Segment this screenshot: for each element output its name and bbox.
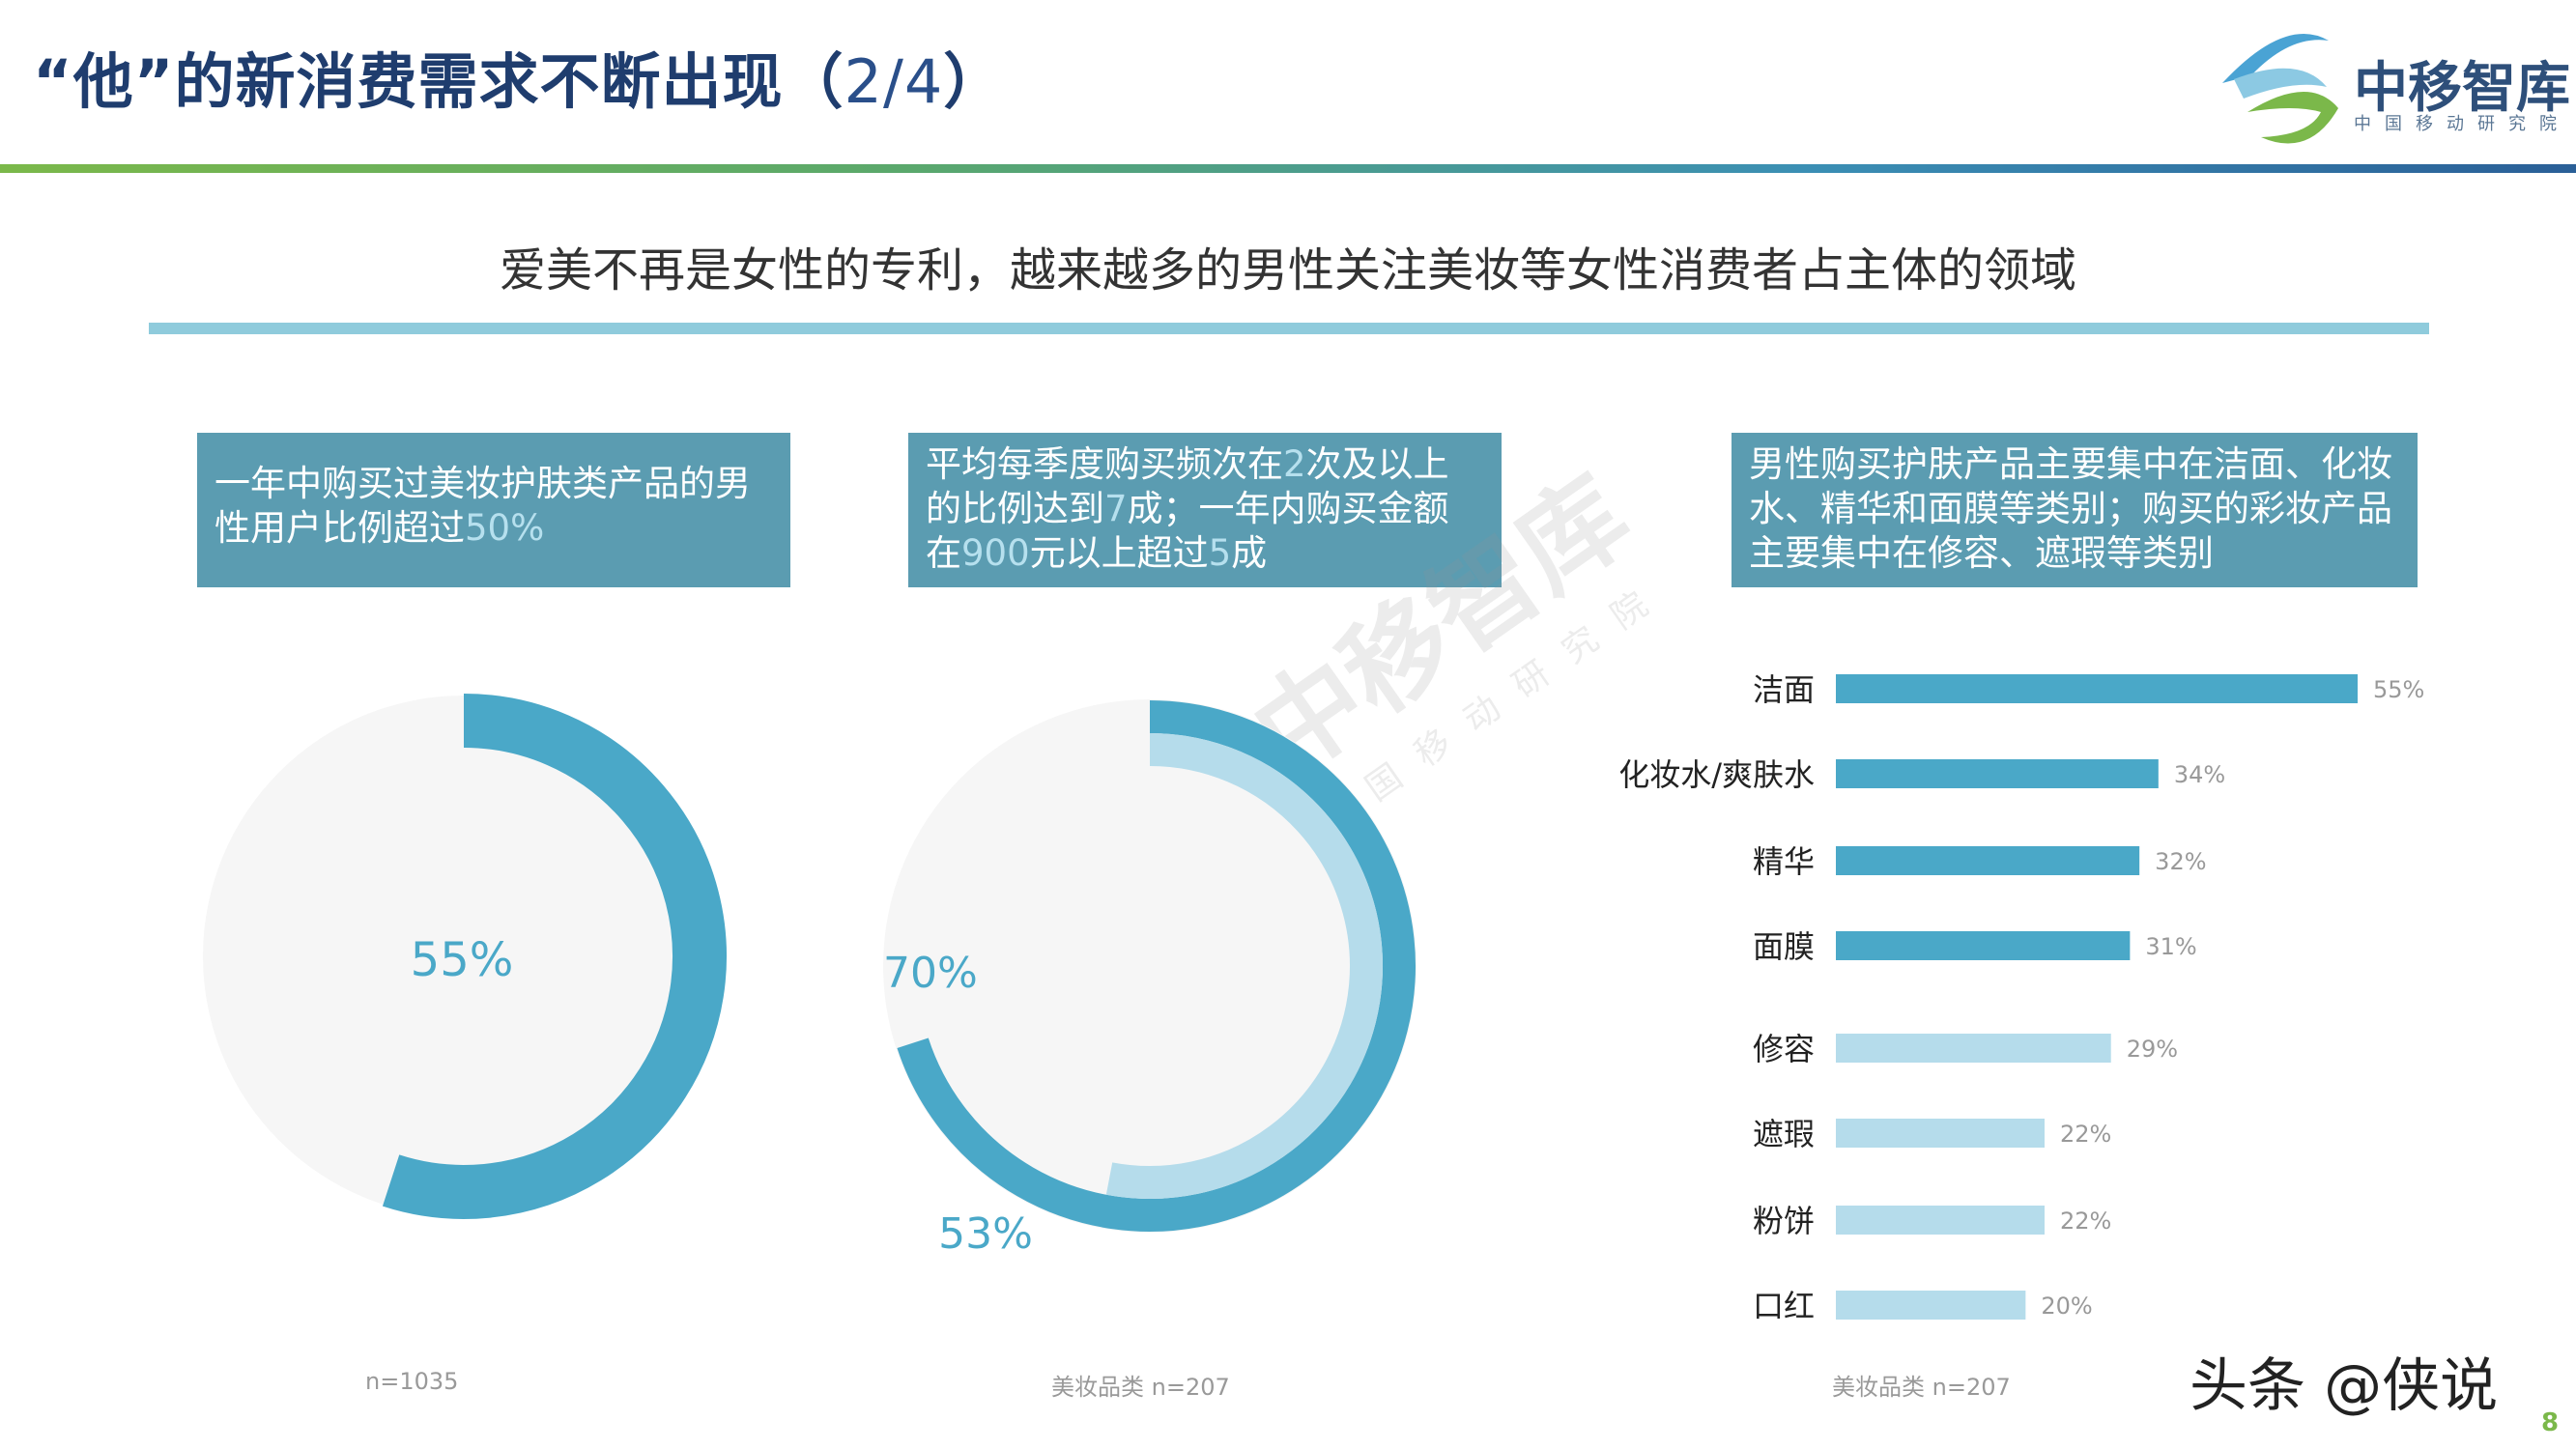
- donut-1-arc: [382, 694, 727, 1219]
- insight-box-1: 一年中购买过美妆护肤类产品的男性用户比例超过50%: [197, 433, 790, 587]
- donut-chart-1: 55%: [203, 694, 727, 1219]
- title-end: ）: [943, 46, 1005, 117]
- brand-watermark: 头条 @侠说: [2190, 1352, 2499, 1420]
- bar-category-label: 面膜: [1753, 928, 1815, 965]
- donut-2-outer-label: 70%: [883, 949, 978, 998]
- donut-1-value-label: 55%: [411, 933, 514, 987]
- page-number: 8: [2541, 1408, 2560, 1437]
- footnote-2: 美妆品类 n=207: [1051, 1374, 1230, 1401]
- insight-2-text: 平均每季度购买频次在: [926, 443, 1283, 485]
- bar-category-label: 修容: [1753, 1031, 1815, 1067]
- logo-subtitle: 中国移动研究院: [2354, 114, 2570, 134]
- bar-value-label: 31%: [2145, 933, 2196, 960]
- page-title: “他”的新消费需求不断出现（2/4）: [33, 33, 1004, 120]
- bar-value-label: 29%: [2127, 1036, 2178, 1063]
- bar-category-label: 口红: [1753, 1288, 1815, 1324]
- bar-value-label: 55%: [2373, 676, 2424, 703]
- bar-category-label: 遮瑕: [1753, 1116, 1815, 1152]
- bar-0: [1836, 674, 2358, 703]
- insight-2-text: 次及以上: [1305, 443, 1449, 485]
- bar-chart-categories: 洁面 55% 化妆水/爽肤水 34% 精华 32% 面膜 31% 修容 29% 遮瑕 22% 粉饼 22%…: [1618, 671, 2424, 1324]
- donut-2-track: [883, 699, 1417, 1233]
- insight-2-text: 成；一年内购买金额: [1127, 488, 1449, 529]
- insight-1-text: 一年中购买过美妆护肤类产品的男性用户比例超过: [215, 463, 751, 549]
- insight-2-text: 的比例达到: [926, 488, 1104, 529]
- donut-chart-2: 70% 53%: [883, 699, 1417, 1259]
- insight-2-text: 元以上超过: [1029, 532, 1209, 574]
- donut-2-inner-arc: [1105, 733, 1383, 1199]
- footnote-3: 美妆品类 n=207: [1832, 1374, 2011, 1401]
- insight-3-text: 男性购买护肤产品主要集中在洁面、化妆水、精华和面膜等类别；购买的彩妆产品主要集中…: [1749, 443, 2392, 574]
- bar-value-label: 22%: [2060, 1208, 2111, 1235]
- insight-2-number: 2: [1283, 443, 1306, 485]
- bar-category-label: 化妆水/爽肤水: [1618, 756, 1815, 793]
- bar-value-label: 32%: [2155, 848, 2206, 875]
- bar-4: [1836, 1034, 2111, 1063]
- footnote-1: n=1035: [365, 1368, 459, 1395]
- insight-2-text: 成: [1231, 532, 1268, 574]
- insight-2-text: 在: [926, 532, 961, 574]
- bar-1: [1836, 759, 2159, 788]
- donut-2-inner-label: 53%: [938, 1209, 1033, 1259]
- bar-7: [1836, 1291, 2026, 1320]
- title-page-indicator: 2/4: [844, 46, 944, 117]
- bar-category-label: 粉饼: [1753, 1203, 1815, 1239]
- insight-2-number: 900: [961, 532, 1030, 574]
- bar-category-label: 精华: [1753, 843, 1815, 880]
- donut-2-outer-arc: [897, 700, 1416, 1232]
- bar-2: [1836, 846, 2140, 875]
- insight-box-3: 男性购买护肤产品主要集中在洁面、化妆水、精华和面膜等类别；购买的彩妆产品主要集中…: [1732, 433, 2418, 587]
- donut-1-track: [203, 696, 725, 1217]
- insight-box-2: 平均每季度购买频次在2次及以上 的比例达到7成；一年内购买金额 在900元以上超…: [908, 433, 1502, 587]
- subtitle-divider: [149, 323, 2429, 334]
- header-gradient-bar: [0, 164, 2576, 173]
- insight-2-number: 7: [1104, 488, 1128, 529]
- bar-category-label: 洁面: [1753, 671, 1815, 708]
- bar-value-label: 34%: [2174, 761, 2225, 788]
- title-text: “他”的新消费需求不断出现（: [33, 46, 844, 117]
- section-subtitle: 爱美不再是女性的专利，越来越多的男性关注美妆等女性消费者占主体的领域: [499, 243, 2076, 298]
- bar-6: [1836, 1206, 2045, 1235]
- insight-2-number: 5: [1208, 532, 1232, 574]
- bar-5: [1836, 1119, 2045, 1148]
- logo-icon: [2222, 33, 2338, 144]
- bar-value-label: 20%: [2041, 1293, 2092, 1320]
- logo-name: 中移智库: [2354, 57, 2570, 120]
- bar-3: [1836, 931, 2131, 960]
- bar-value-label: 22%: [2060, 1121, 2111, 1148]
- insight-1-number: 50%: [465, 507, 545, 549]
